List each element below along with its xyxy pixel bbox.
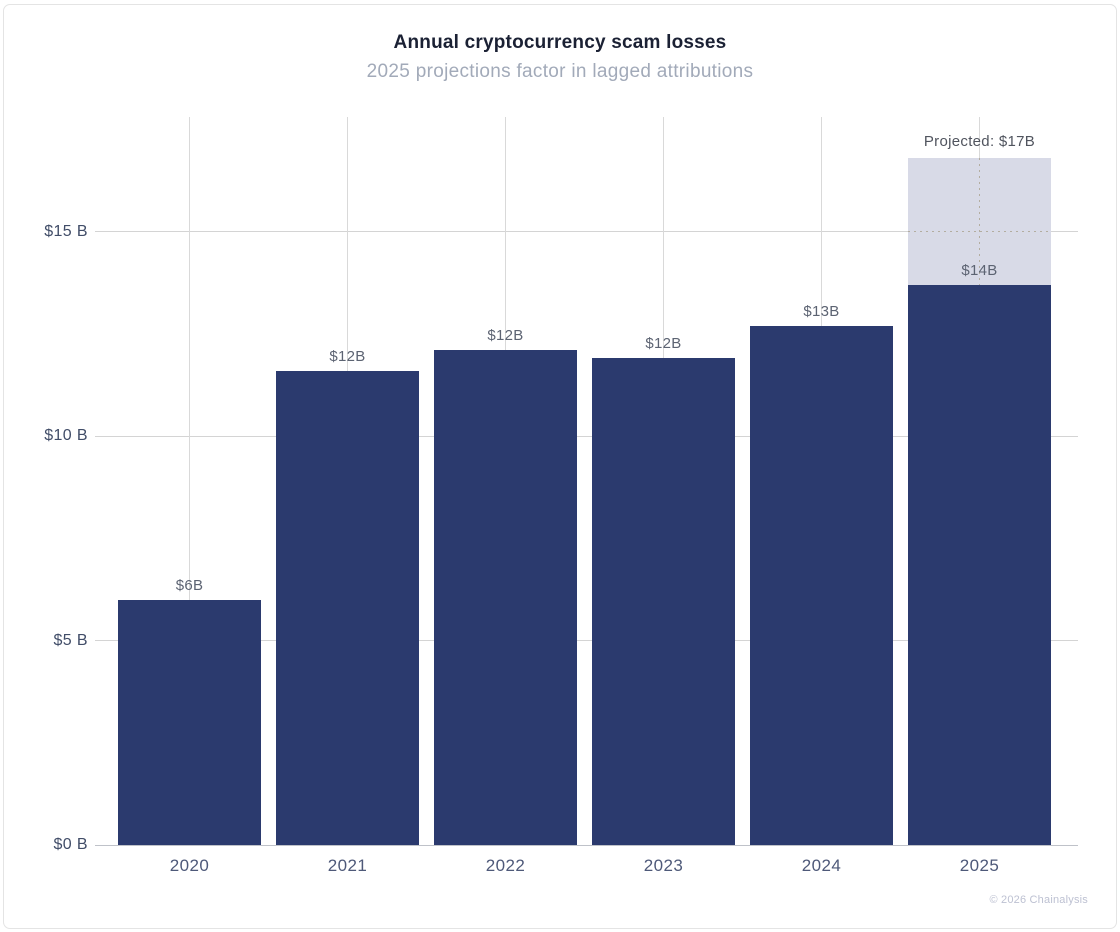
y-axis-tick-label: $10 B: [44, 427, 88, 444]
chart-subtitle: 2025 projections factor in lagged attrib…: [366, 61, 754, 82]
y-axis-tick-label: $15 B: [44, 222, 88, 240]
x-axis-baseline: [95, 845, 1078, 846]
bar-value-label: $12B: [329, 347, 366, 365]
projection-annotation: Projected: $17B: [923, 132, 1036, 150]
bar-2022-actual: [434, 350, 577, 845]
x-axis-label: 2025: [959, 856, 1000, 875]
bar-2024-actual: [750, 325, 893, 845]
x-axis-label: 2023: [643, 856, 684, 875]
plot-area: $6B $12B $12B $12B $13B Projected: $17B $14B: [95, 117, 1078, 846]
chart-header: Annual cryptocurrency scam losses 2025 p…: [0, 32, 1120, 83]
y-axis-tick-label: $0 B: [53, 836, 88, 853]
horizontal-gridline: [95, 435, 1078, 437]
x-axis: 2020 2021 2022 2023 2024 2025: [95, 845, 1078, 885]
x-axis-label: 2020: [169, 856, 210, 875]
bar-2023-actual: [592, 358, 735, 845]
y-axis-tick-label: $5 B: [53, 631, 88, 649]
horizontal-gridline: [95, 231, 1078, 233]
bar-2020-actual: [118, 599, 261, 845]
attribution-text: © 2026 Chainalysis: [989, 894, 1088, 906]
projection-dotted-gridline-vertical: [979, 157, 980, 285]
bar-value-label: $13B: [803, 302, 840, 320]
bar-2025-actual: [908, 284, 1051, 845]
bar-value-label: $12B: [645, 335, 682, 353]
y-axis: $0 B $5 B $10 B $15 B: [0, 117, 88, 853]
x-axis-label: 2024: [801, 856, 842, 875]
vertical-gridline: [189, 117, 190, 845]
x-axis-label: 2021: [327, 856, 368, 875]
horizontal-gridline: [95, 640, 1078, 641]
bar-value-label: $12B: [487, 327, 524, 345]
bar-2021-actual: [276, 370, 419, 845]
chart-title: Annual cryptocurrency scam losses: [393, 32, 727, 53]
bar-value-label: $6B: [175, 576, 204, 594]
bar-value-label: $14B: [961, 261, 998, 279]
x-axis-label: 2022: [485, 856, 526, 875]
